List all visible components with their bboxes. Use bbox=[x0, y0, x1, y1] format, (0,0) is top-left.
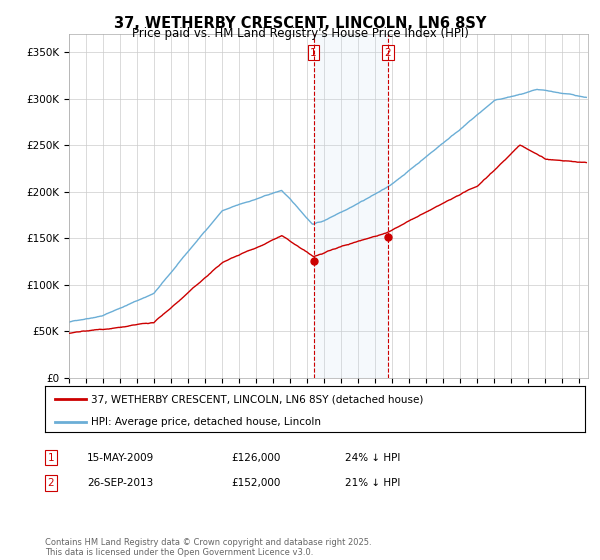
Text: 2: 2 bbox=[47, 478, 55, 488]
Text: HPI: Average price, detached house, Lincoln: HPI: Average price, detached house, Linc… bbox=[91, 417, 321, 427]
Text: 21% ↓ HPI: 21% ↓ HPI bbox=[345, 478, 400, 488]
Text: £152,000: £152,000 bbox=[231, 478, 280, 488]
Text: 15-MAY-2009: 15-MAY-2009 bbox=[87, 452, 154, 463]
Text: 37, WETHERBY CRESCENT, LINCOLN, LN6 8SY: 37, WETHERBY CRESCENT, LINCOLN, LN6 8SY bbox=[114, 16, 486, 31]
Text: Price paid vs. HM Land Registry's House Price Index (HPI): Price paid vs. HM Land Registry's House … bbox=[131, 27, 469, 40]
Text: 37, WETHERBY CRESCENT, LINCOLN, LN6 8SY (detached house): 37, WETHERBY CRESCENT, LINCOLN, LN6 8SY … bbox=[91, 394, 423, 404]
Text: 24% ↓ HPI: 24% ↓ HPI bbox=[345, 452, 400, 463]
Text: 26-SEP-2013: 26-SEP-2013 bbox=[87, 478, 153, 488]
Bar bbox=[314, 34, 388, 378]
Text: 1: 1 bbox=[310, 48, 317, 58]
Text: 1: 1 bbox=[47, 452, 55, 463]
Text: 2: 2 bbox=[385, 48, 391, 58]
Text: £126,000: £126,000 bbox=[231, 452, 280, 463]
Text: Contains HM Land Registry data © Crown copyright and database right 2025.
This d: Contains HM Land Registry data © Crown c… bbox=[45, 538, 371, 557]
